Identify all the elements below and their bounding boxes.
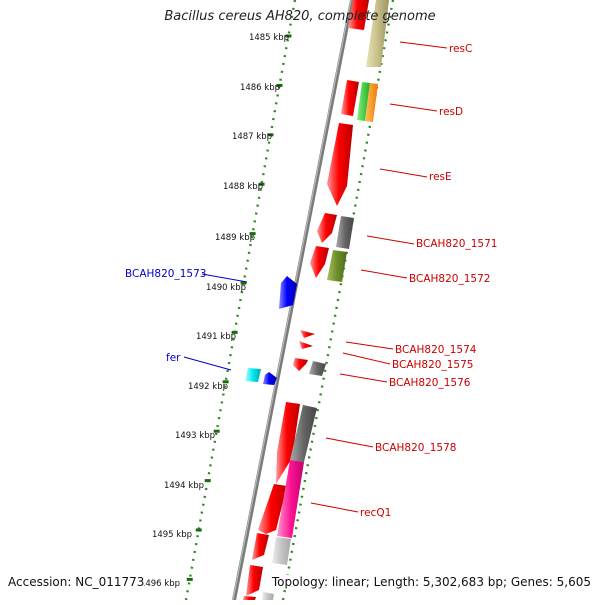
gene-label-BCAH820_1576[interactable]: BCAH820_1576 [389,377,471,389]
block-gray-1578[interactable] [290,405,317,462]
block-gray-1576[interactable] [309,361,326,376]
accession-text: Accession: NC_011773 [8,575,145,589]
gene-arrow-BCAH820_1574[interactable] [300,330,315,338]
outer-track-line [281,0,395,601]
gene-arrow-BCAH820_1578[interactable] [276,402,300,484]
block-lightgray-lower[interactable] [272,537,291,565]
gene-arrow-red-lower-3[interactable] [243,596,256,600]
gene-label-BCAH820_1575[interactable]: BCAH820_1575 [392,359,473,371]
ruler-ticks [186,34,292,581]
leader-lines-reverse [183,273,248,371]
tick-label-1485: 1485 kbp [249,33,289,43]
gene-label-resE[interactable]: resE [429,171,452,183]
tick-label-1495: 1495 kbp [152,530,192,540]
genome-summary-text: Topology: linear; Length: 5,302,683 bp; … [271,575,591,589]
block-green[interactable] [357,82,370,121]
gene-arrow-red-lower-1[interactable] [252,533,269,560]
tick-label-1491: 1491 kbp [196,332,236,342]
block-gray-1571[interactable] [336,216,354,249]
gene-arrow-resD[interactable] [341,80,359,116]
tick-label-1492: 1492 kbp [188,382,228,392]
tick-label-1488: 1488 kbp [223,182,263,192]
ruler-line [184,0,297,601]
map-title: Bacillus cereus AH820, complete genome [164,9,436,24]
gene-arrow-BCAH820_1571[interactable] [317,213,337,243]
gene-arrow-fer[interactable] [263,372,277,385]
leader-lines-forward [310,41,448,513]
gene-label-BCAH820_1571[interactable]: BCAH820_1571 [416,238,497,250]
gene-label-BCAH820_1572[interactable]: BCAH820_1572 [409,273,490,285]
gene-arrow-red-lower-2[interactable] [246,565,263,596]
block-khaki-top[interactable] [366,0,389,67]
gene-label-fer[interactable]: fer [166,352,181,364]
gene-block-cyan[interactable] [245,368,261,382]
gene-arrow-BCAH820_1576[interactable] [293,358,308,371]
gene-label-recQ1[interactable]: recQ1 [360,507,391,519]
tick-label-1489: 1489 kbp [215,233,255,243]
tick-label-1496: 1496 kbp [140,579,180,589]
tick-label-1493: 1493 kbp [175,431,215,441]
tick-label-1487: 1487 kbp [232,132,272,142]
gene-arrow-resE[interactable] [327,123,353,206]
gene-label-BCAH820_1578[interactable]: BCAH820_1578 [375,442,456,454]
gene-arrow-BCAH820_1573[interactable] [279,276,297,309]
block-pink-recQ1[interactable] [277,460,304,538]
tick-label-1490: 1490 kbp [206,283,246,293]
tick-label-1486: 1486 kbp [240,83,280,93]
gene-label-BCAH820_1573[interactable]: BCAH820_1573 [125,268,206,280]
gene-label-resD[interactable]: resD [439,106,463,118]
block-olive-1572[interactable] [327,250,347,282]
gene-arrow-BCAH820_1575[interactable] [299,341,313,349]
block-orange[interactable] [365,83,378,122]
gene-label-BCAH820_1574[interactable]: BCAH820_1574 [395,344,477,356]
gene-label-resC[interactable]: resC [449,43,472,55]
gene-arrow-recQ1[interactable] [258,484,287,534]
gene-arrow-resC[interactable] [348,0,369,30]
block-lightgray-bottom[interactable] [262,592,274,600]
gene-arrow-BCAH820_1572[interactable] [310,246,329,278]
tick-label-1494: 1494 kbp [164,481,204,491]
